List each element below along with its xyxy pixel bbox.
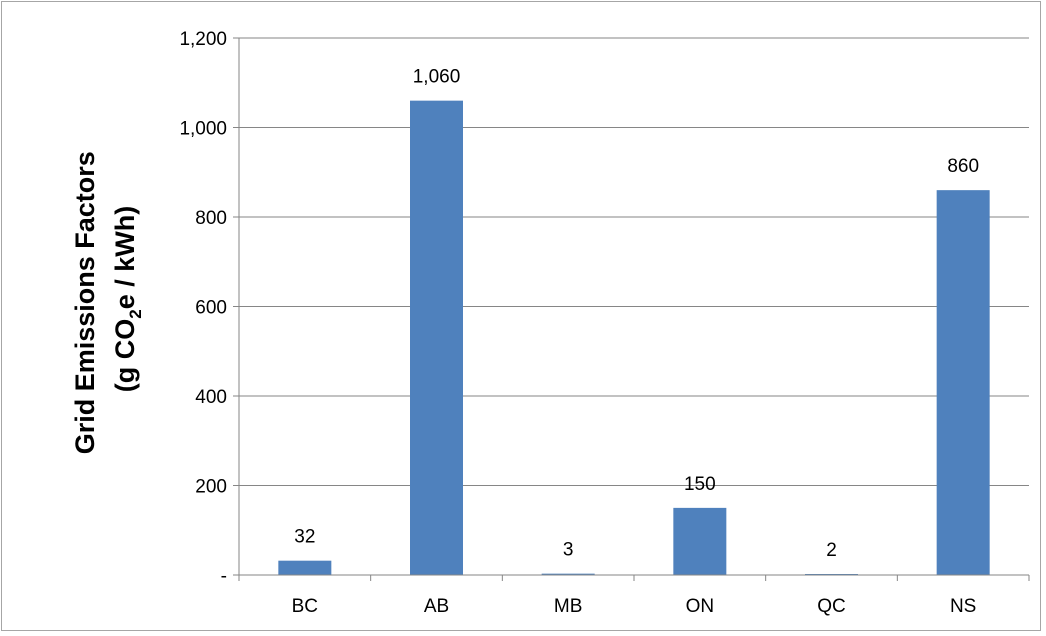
y-axis-title-subscript: 2 — [126, 309, 145, 318]
y-tick-label: 800 — [195, 208, 227, 229]
bar — [673, 507, 727, 575]
y-tick-label: 600 — [195, 298, 227, 319]
axes — [233, 37, 1030, 581]
x-tick-label: BC — [292, 596, 318, 617]
y-axis-title-line-1: Grid Emissions Factors — [70, 151, 100, 454]
data-labels: 32 1,060 3 150 2 860 — [294, 67, 979, 561]
y-tick-labels: - 200 400 600 800 1,000 1,200 — [179, 29, 227, 587]
y-tick-label: 1,000 — [179, 119, 227, 140]
data-label: 2 — [826, 540, 837, 561]
y-axis-title: Grid Emissions Factors (g CO2e / kWh) — [70, 144, 145, 455]
y-axis-title-line-2-suffix: e / kWh) — [110, 206, 140, 310]
data-label: 3 — [563, 540, 574, 561]
y-axis-title-line-2-prefix: (g CO — [110, 319, 140, 393]
x-tick-label: NS — [950, 596, 976, 617]
data-label: 860 — [947, 156, 979, 177]
bar — [936, 190, 990, 575]
data-label: 150 — [684, 474, 716, 495]
x-tick-label: QC — [817, 596, 846, 617]
bars — [278, 100, 990, 576]
y-tick-label: 400 — [195, 387, 227, 408]
data-label: 32 — [294, 527, 315, 548]
y-axis-title-line-2: (g CO2e / kWh) — [110, 206, 145, 392]
x-tick-label: AB — [424, 596, 449, 617]
x-tick-labels: BC AB MB ON QC NS — [292, 596, 977, 617]
gridlines — [239, 37, 1029, 486]
bar — [541, 573, 595, 575]
y-tick-label: 200 — [195, 477, 227, 498]
bar — [410, 100, 463, 576]
y-tick-label: 1,200 — [179, 29, 227, 50]
x-tick-label: MB — [554, 596, 583, 617]
x-tick-label: ON — [686, 596, 715, 617]
bar — [278, 560, 332, 575]
y-tick-label: - — [221, 566, 227, 587]
data-label: 1,060 — [413, 67, 461, 88]
